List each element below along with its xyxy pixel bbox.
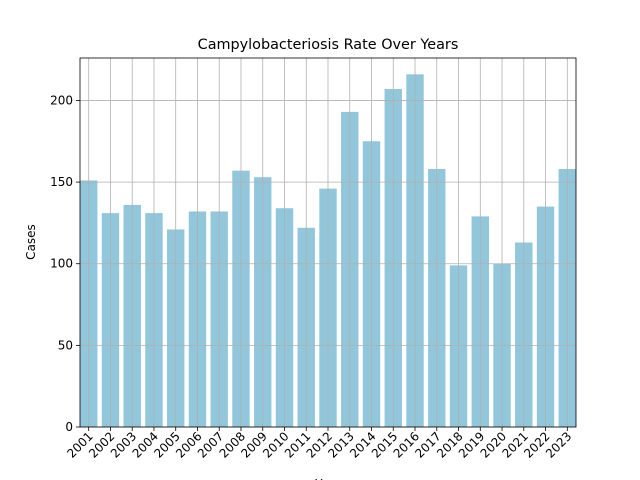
x-tick-label: 2023 bbox=[543, 429, 574, 460]
y-tick-label: 0 bbox=[65, 420, 73, 434]
x-axis-label: Year bbox=[314, 477, 340, 480]
y-axis-label: Cases bbox=[24, 224, 38, 260]
chart-title: Campylobacteriosis Rate Over Years bbox=[198, 37, 459, 53]
y-tick-label: 50 bbox=[58, 338, 73, 352]
y-tick-label: 100 bbox=[50, 257, 73, 271]
y-tick-label: 200 bbox=[50, 93, 73, 107]
y-tick-label: 150 bbox=[50, 175, 73, 189]
plot-frame bbox=[79, 57, 577, 428]
